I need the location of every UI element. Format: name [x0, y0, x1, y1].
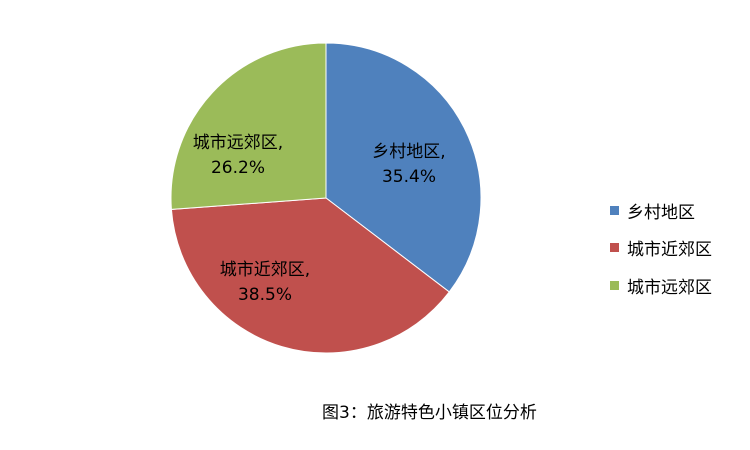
legend-label: 城市远郊区: [627, 278, 712, 298]
pie-slice-1: [170, 197, 450, 354]
legend-swatch: [610, 206, 619, 215]
pie-slice-0: [325, 42, 482, 293]
legend-label: 城市近郊区: [627, 240, 712, 260]
pie-slice-2: [170, 42, 327, 210]
legend-item: 城市远郊区: [610, 273, 712, 298]
legend-item: 城市近郊区: [610, 235, 712, 260]
data-label-2: 城市远郊区, 26.2%: [193, 133, 283, 178]
data-label-0: 乡村地区, 35.4%: [372, 142, 445, 187]
data-label-1: 城市近郊区, 38.5%: [220, 260, 310, 305]
legend-label: 乡村地区: [627, 203, 695, 223]
legend-swatch: [610, 281, 619, 290]
legend-swatch: [610, 243, 619, 252]
legend-item: 乡村地区: [610, 198, 695, 223]
figure-caption: 图3：旅游特色小镇区位分析: [322, 403, 537, 423]
